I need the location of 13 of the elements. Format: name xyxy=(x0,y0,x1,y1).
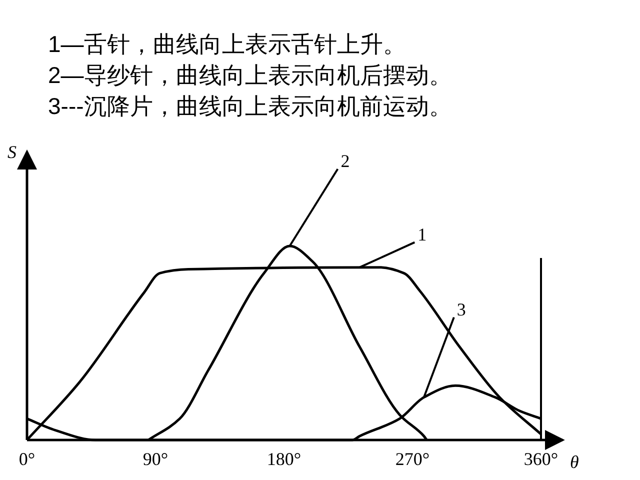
text: 2 xyxy=(340,151,350,171)
x-tick-label: 180° xyxy=(266,449,302,469)
text: 3---沉降片，曲线向上表示向机前运动。 xyxy=(48,93,452,119)
series-label: 1 xyxy=(418,224,427,244)
x-axis-title: θ xyxy=(570,452,579,472)
x-tick-label: 0° xyxy=(18,449,36,469)
x-tick-label: 90° xyxy=(142,449,168,469)
text: 1—舌针，曲线向上表示舌针上升。 xyxy=(48,31,406,57)
text: 2—导纱针，曲线向上表示向机后摆动。 xyxy=(48,62,452,88)
text: 3 xyxy=(456,299,466,320)
y-axis-title: S xyxy=(8,142,16,162)
x-tick-label: 270° xyxy=(395,449,430,469)
x-tick-label: 360° xyxy=(524,449,558,469)
